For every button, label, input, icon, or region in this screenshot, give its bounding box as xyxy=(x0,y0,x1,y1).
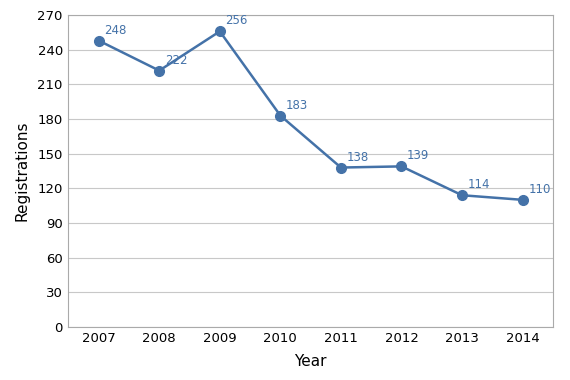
Text: 222: 222 xyxy=(165,54,188,66)
X-axis label: Year: Year xyxy=(294,354,327,369)
Y-axis label: Registrations: Registrations xyxy=(14,121,29,221)
Text: 110: 110 xyxy=(528,183,551,196)
Text: 248: 248 xyxy=(104,24,127,36)
Text: 138: 138 xyxy=(347,150,369,164)
Text: 183: 183 xyxy=(286,99,308,112)
Text: 114: 114 xyxy=(467,178,490,191)
Text: 256: 256 xyxy=(225,14,248,27)
Text: 139: 139 xyxy=(407,149,429,162)
